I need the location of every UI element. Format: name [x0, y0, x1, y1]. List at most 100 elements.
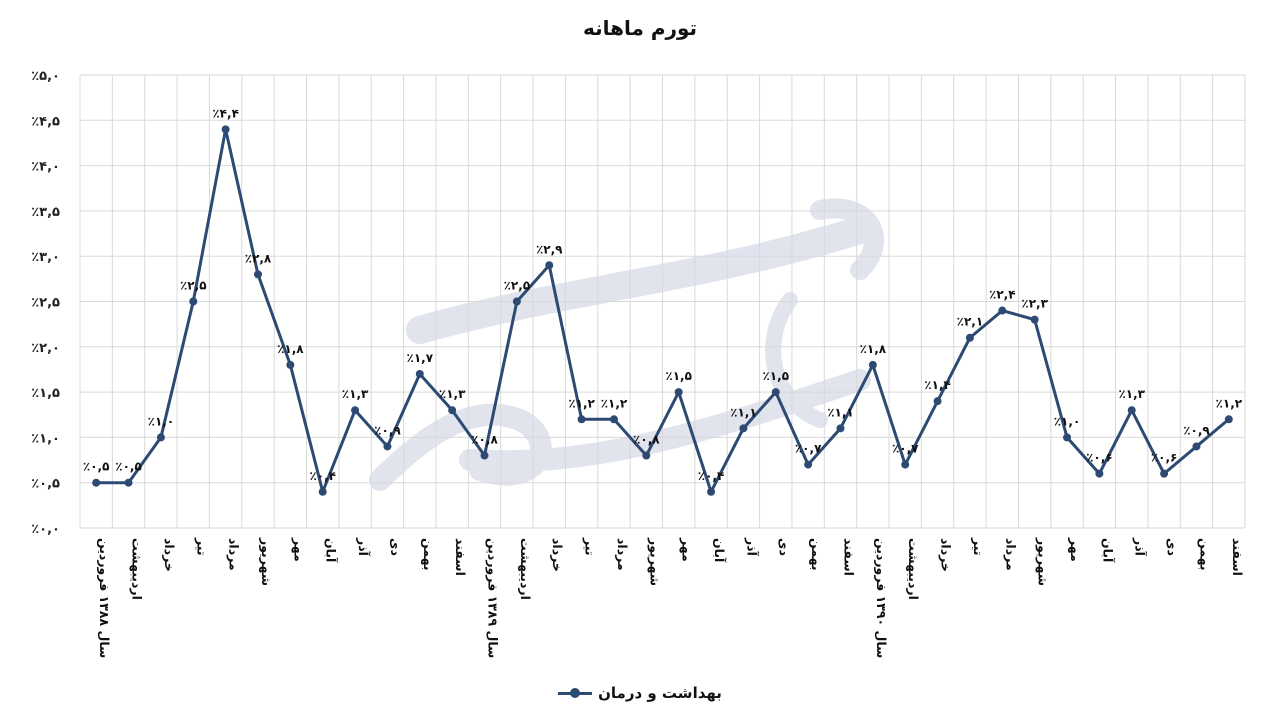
- data-point-marker: [998, 306, 1007, 315]
- legend-label: بهداشت و درمان: [598, 684, 722, 702]
- x-tick-label: اسفند: [453, 538, 468, 576]
- data-label: ٪۰,۴: [309, 469, 336, 483]
- y-tick-label: ٪۰,۰: [31, 522, 60, 537]
- data-point-marker: [318, 487, 327, 496]
- data-point-marker: [1095, 469, 1104, 478]
- x-tick-label: شهریور: [1036, 537, 1051, 586]
- x-tick-label: بهمن: [421, 538, 436, 571]
- y-tick-label: ٪۳,۵: [31, 205, 60, 220]
- data-label: ٪۰,۶: [1086, 451, 1113, 465]
- data-label: ٪۲,۱: [957, 315, 984, 329]
- data-point-marker: [1063, 433, 1072, 442]
- data-label: ٪۱,۸: [860, 342, 887, 356]
- x-tick-label: مهر: [680, 537, 695, 562]
- data-label: ٪۲,۸: [245, 251, 272, 265]
- x-tick-label: دی: [388, 538, 403, 556]
- data-point-marker: [92, 478, 101, 487]
- data-label: ٪۱,۳: [1118, 387, 1145, 401]
- data-point-marker: [253, 270, 262, 279]
- x-tick-label: خرداد: [162, 538, 177, 572]
- data-point-marker: [707, 487, 716, 496]
- data-label: ٪۰,۷: [795, 442, 822, 456]
- data-label: ٪۰,۷: [892, 442, 919, 456]
- series-line: [92, 125, 1233, 496]
- x-tick-label: دی: [1165, 538, 1180, 556]
- data-point-marker: [1192, 442, 1201, 451]
- y-tick-label: ٪۰,۵: [31, 477, 60, 492]
- watermark-logo: [369, 198, 885, 491]
- y-tick-label: ٪۴,۵: [31, 114, 60, 129]
- x-tick-label: شهریور: [259, 537, 274, 586]
- data-label: ٪۱,۱: [827, 405, 854, 419]
- x-tick-label: آبان: [324, 538, 339, 563]
- y-tick-label: ٪۵,۰: [31, 69, 60, 84]
- x-tick-label: اردیبهشت: [518, 538, 533, 600]
- data-point-marker: [965, 333, 974, 342]
- x-tick-label: سال ۱۳۸۹ فروردین: [486, 538, 501, 658]
- data-label: ٪۱,۲: [568, 396, 595, 410]
- data-label: ٪۱,۸: [277, 342, 304, 356]
- data-label: ٪۲,۹: [536, 242, 563, 256]
- data-point-marker: [156, 433, 165, 442]
- y-tick-label: ٪۱,۵: [31, 386, 60, 401]
- data-point-marker: [804, 460, 813, 469]
- data-label: ٪۲,۳: [1021, 297, 1048, 311]
- x-tick-label: بهمن: [1197, 538, 1212, 571]
- data-label: ٪۰,۹: [1183, 423, 1210, 437]
- data-label: ٪۱,۰: [148, 414, 175, 428]
- data-label: ٪۱,۱: [730, 405, 757, 419]
- data-point-marker: [124, 478, 133, 487]
- data-label: ٪۱,۲: [601, 396, 628, 410]
- data-label: ٪۰,۸: [633, 433, 660, 447]
- grid-lines: [79, 74, 1246, 529]
- legend: بهداشت و درمان: [0, 684, 1280, 702]
- data-point-marker: [512, 297, 521, 306]
- data-label: ٪۴,۴: [212, 106, 239, 120]
- x-tick-label: مهر: [291, 537, 306, 562]
- x-tick-label: اسفند: [1230, 538, 1245, 576]
- data-point-marker: [383, 442, 392, 451]
- data-point-marker: [642, 451, 651, 460]
- data-point-marker: [480, 451, 489, 460]
- x-tick-label: آبان: [712, 538, 727, 563]
- data-label: ٪۰,۸: [471, 433, 498, 447]
- data-label: ٪۲,۵: [504, 279, 531, 293]
- data-point-marker: [1127, 406, 1136, 415]
- x-tick-label: دی: [777, 538, 792, 556]
- y-axis-ticks: ٪۰,۰ ٪۰,۵ ٪۱,۰ ٪۱,۵ ٪۲,۰ ٪۲,۵ ٪۳,۰ ٪۳,۵ ٪۴,۰ ٪۴,۵…: [31, 69, 60, 537]
- data-point-marker: [286, 360, 295, 369]
- data-point-marker: [415, 369, 424, 378]
- y-tick-label: ٪۲,۰: [31, 341, 60, 356]
- data-label: ٪۰,۴: [698, 469, 725, 483]
- data-label: ٪۰,۵: [83, 460, 110, 474]
- data-point-marker: [189, 297, 198, 306]
- data-point-marker: [933, 397, 942, 406]
- x-tick-label: آذر: [356, 537, 371, 557]
- x-tick-label: تیر: [583, 537, 598, 556]
- data-point-marker: [901, 460, 910, 469]
- legend-line-marker-icon: [558, 688, 593, 698]
- x-tick-label: مرداد: [227, 538, 242, 571]
- data-point-marker: [221, 125, 230, 134]
- data-label: ٪۱,۵: [665, 369, 692, 383]
- data-point-marker: [448, 406, 457, 415]
- data-point-marker: [674, 388, 683, 397]
- x-tick-label: اردیبهشت: [130, 538, 145, 600]
- data-point-marker: [609, 415, 618, 424]
- x-tick-label: اردیبهشت: [906, 538, 921, 600]
- data-point-marker: [1160, 469, 1169, 478]
- x-tick-label: اسفند: [841, 538, 856, 576]
- y-tick-label: ٪۴,۰: [31, 160, 60, 175]
- x-tick-label: آبان: [1100, 538, 1115, 563]
- x-tick-label: مهر: [1068, 537, 1083, 562]
- data-point-marker: [577, 415, 586, 424]
- data-label: ٪۲,۵: [180, 279, 207, 293]
- x-tick-label: آذر: [1133, 537, 1148, 557]
- data-point-marker: [771, 388, 780, 397]
- y-tick-label: ٪۳,۰: [31, 250, 60, 265]
- data-label: ٪۱,۷: [407, 351, 434, 365]
- data-point-marker: [836, 424, 845, 433]
- x-tick-label: خرداد: [939, 538, 954, 572]
- y-tick-label: ٪۱,۰: [31, 431, 60, 446]
